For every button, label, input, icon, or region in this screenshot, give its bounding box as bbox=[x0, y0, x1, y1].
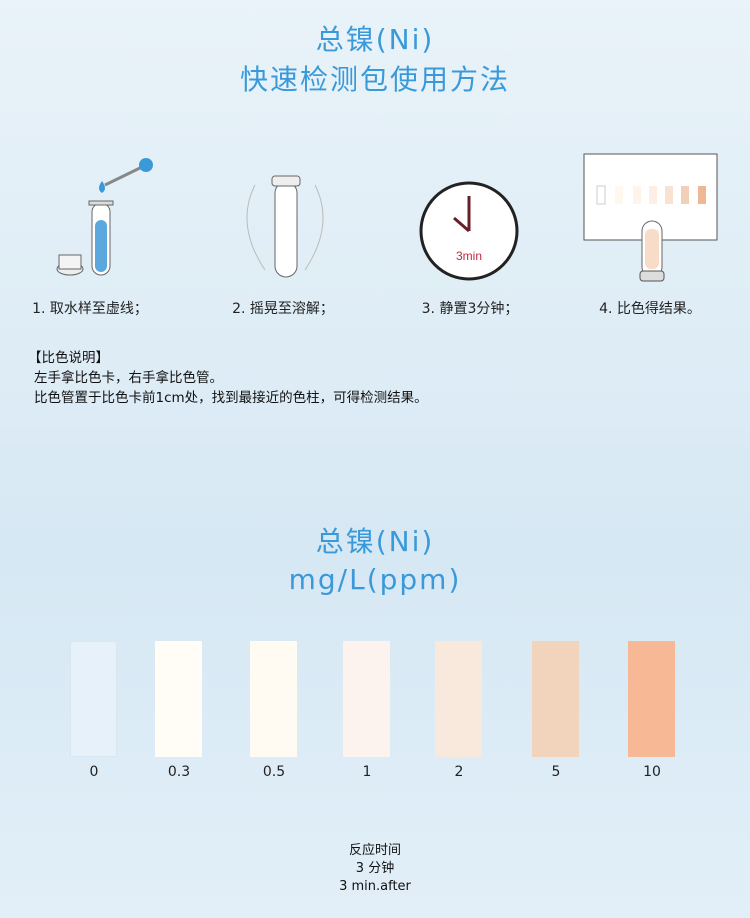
instructions-heading: 【比色说明】 bbox=[28, 350, 109, 366]
swatch-label: 2 bbox=[454, 764, 464, 780]
shake-tube-icon bbox=[246, 175, 324, 278]
color-swatch bbox=[70, 641, 117, 757]
color-swatch bbox=[343, 641, 390, 757]
swatch-label: 0 bbox=[89, 764, 99, 780]
card-title: 总镍(Ni) bbox=[315, 525, 435, 558]
swatch-label: 10 bbox=[643, 764, 661, 780]
color-swatch bbox=[250, 641, 297, 757]
swatch-label: 1 bbox=[362, 764, 372, 780]
swatch-label: 0.3 bbox=[167, 764, 191, 780]
reaction-time-en: 3 min.after bbox=[339, 879, 411, 894]
color-swatch bbox=[628, 641, 675, 757]
reaction-time-cn: 3 分钟 bbox=[355, 861, 395, 876]
page-title-line2: 快速检测包使用方法 bbox=[239, 63, 510, 96]
step-2-label: 2. 摇晃至溶解； bbox=[232, 301, 334, 317]
step-4-label: 4. 比色得结果。 bbox=[599, 301, 701, 317]
color-swatch bbox=[435, 641, 482, 757]
instructions-line1: 左手拿比色卡，右手拿比色管。 bbox=[34, 370, 223, 386]
reaction-time-label: 反应时间 bbox=[348, 843, 401, 858]
step-1-label: 1. 取水样至虚线； bbox=[32, 301, 148, 317]
swatch-label: 0.5 bbox=[262, 764, 286, 780]
instructions-line2: 比色管置于比色卡前1cm处，找到最接近的色柱，可得检测结果。 bbox=[34, 390, 428, 406]
step-3-label: 3. 静置3分钟； bbox=[421, 301, 519, 317]
color-swatch bbox=[532, 641, 579, 757]
swatch-label: 5 bbox=[551, 764, 561, 780]
clock-icon: 3min bbox=[419, 181, 519, 281]
color-card-compare-icon bbox=[583, 153, 718, 282]
test-tube-dropper-icon bbox=[56, 158, 153, 276]
clock-text: 3min bbox=[456, 249, 482, 263]
page-title-line1: 总镍(Ni) bbox=[315, 23, 435, 56]
card-unit: mg/L(ppm) bbox=[288, 563, 462, 596]
color-swatch bbox=[155, 641, 202, 757]
